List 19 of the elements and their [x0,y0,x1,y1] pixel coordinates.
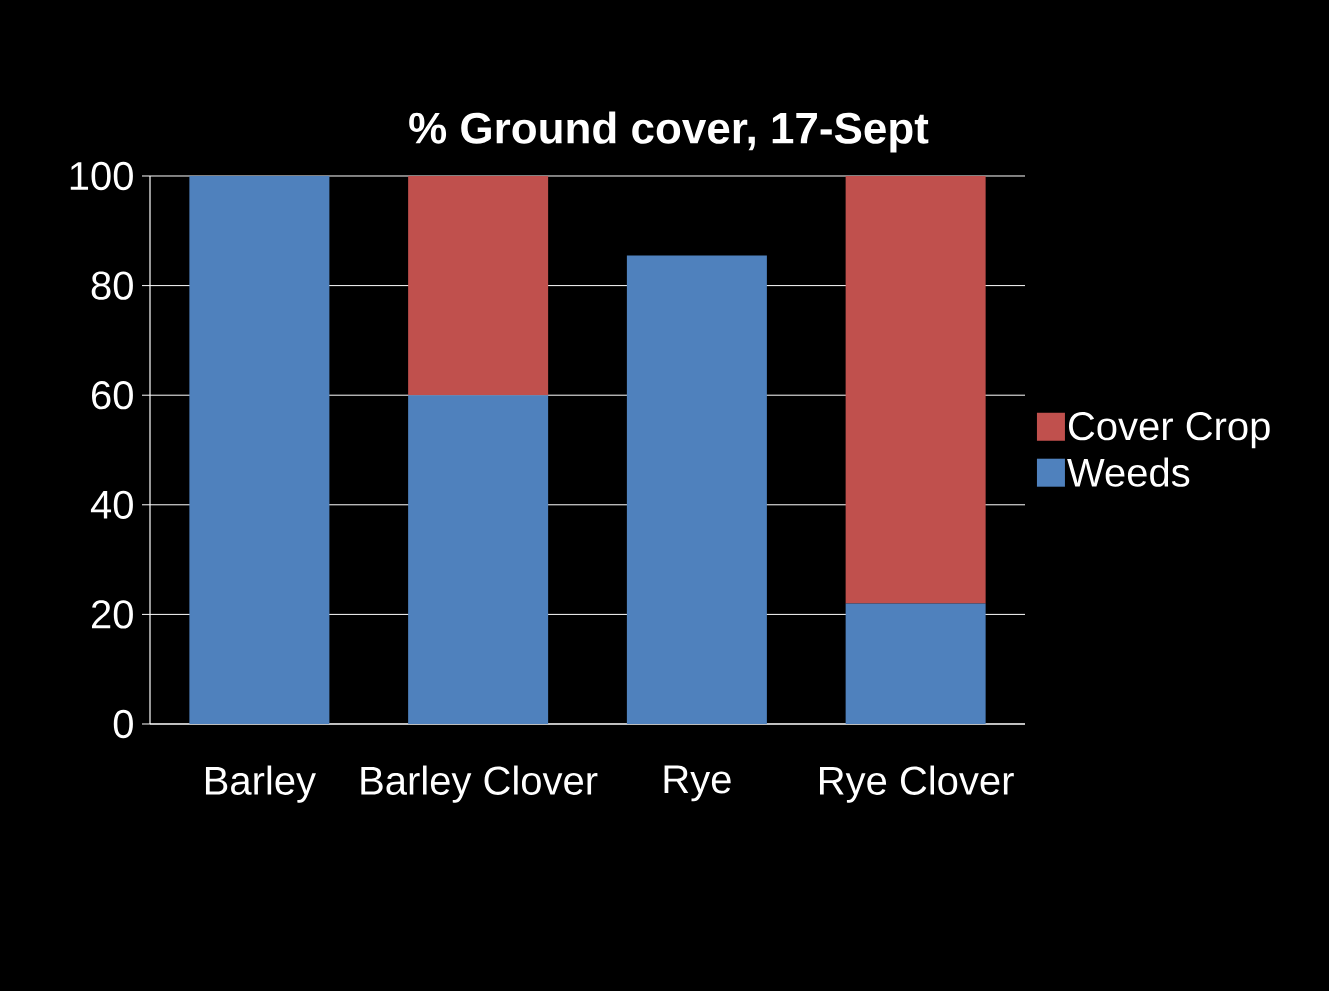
y-tick-label: 20 [92,600,133,629]
x-tick-label: Barley [205,765,316,803]
legend-label: Cover Crop [1068,412,1270,449]
y-tick-label: 100 [70,161,133,191]
y-tick-label: 80 [91,271,133,300]
y-tick-label: 0 [113,709,133,739]
y-tick-label: 60 [92,381,133,410]
bar [189,175,330,724]
chart-title: % Ground cover, 17-Sept [409,111,929,153]
x-tick-label: Rye Clover [820,765,1014,803]
bar [408,175,549,396]
bar [845,603,986,724]
x-tick-label: Rye [664,765,731,802]
y-tick-label: 40 [90,490,133,519]
bar [626,255,767,724]
x-tick-label: Barley Clover [361,765,598,803]
legend-label: Weeds [1067,457,1190,487]
bar [408,395,549,724]
bar [845,175,986,604]
